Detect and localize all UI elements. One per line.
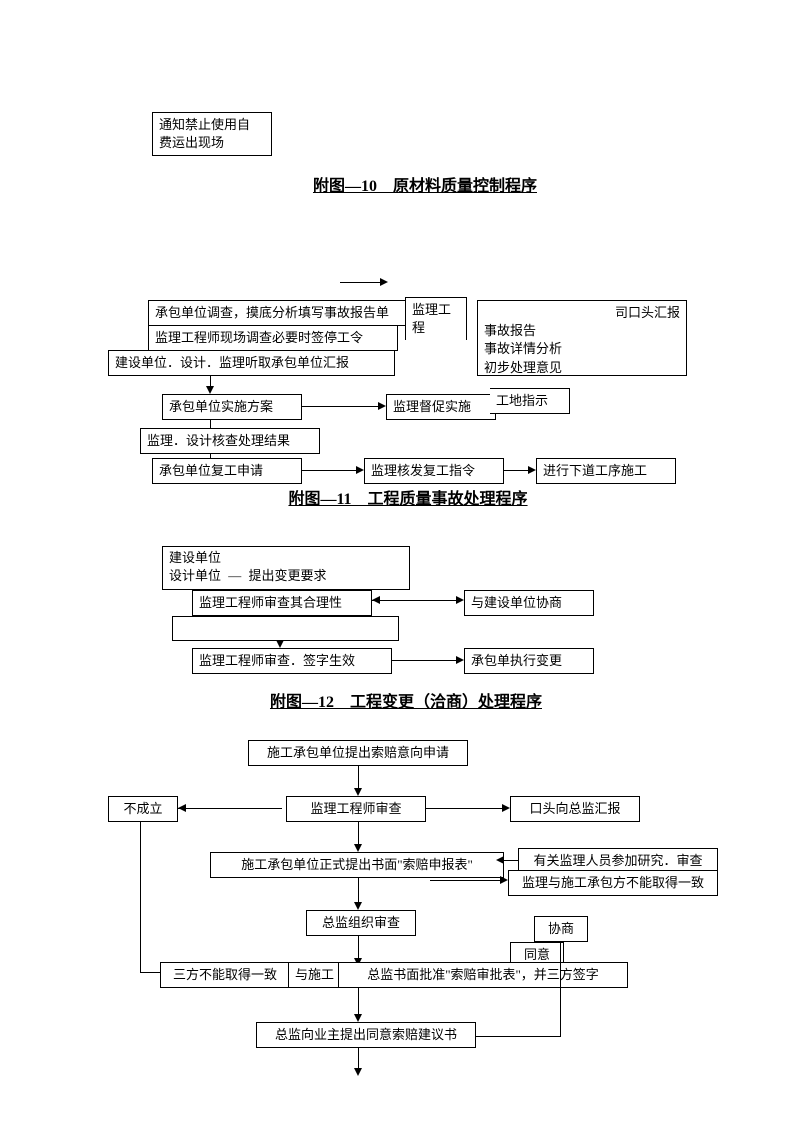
arrow: [502, 804, 510, 812]
line: [560, 942, 561, 1036]
arrow: [380, 278, 388, 286]
arrow: [354, 844, 362, 852]
line: [398, 616, 399, 640]
s12-top2: 设计单位: [169, 568, 221, 583]
s13-b2: 不成立: [108, 796, 178, 822]
line: [140, 972, 160, 973]
s13-b8: 总监组织审查: [306, 910, 416, 936]
s11-b5b: 工地指示: [490, 388, 570, 414]
s12-b1: 监理工程师审查其合理性: [192, 590, 372, 616]
s13-b5: 施工承包单位正式提出书面"索赔申报表": [210, 852, 504, 878]
title-10: 附图—10 原材料质量控制程序: [250, 172, 600, 196]
arrow: [356, 466, 364, 474]
line: [358, 766, 359, 790]
arrow: [456, 596, 464, 604]
s11-right2b: 事故详情分析: [484, 340, 680, 358]
s11-b1b: 监理工程: [405, 297, 467, 340]
line: [372, 600, 458, 601]
arrow: [528, 466, 536, 474]
line: [302, 470, 358, 471]
s12-b3: 监理工程师审查．签字生效: [192, 648, 392, 674]
s13-b14: 总监向业主提出同意索赔建议书: [256, 1022, 476, 1048]
s11-right2a: 事故报告: [484, 322, 680, 340]
s11-b7: 承包单位复工申请: [152, 458, 302, 484]
line: [430, 880, 502, 881]
line: [358, 822, 359, 846]
arrow: [354, 902, 362, 910]
s13-b4: 口头向总监汇报: [510, 796, 640, 822]
line: [358, 1048, 359, 1070]
s11-b3: 建设单位．设计．监理听取承包单位汇报: [108, 350, 395, 376]
line: [504, 470, 530, 471]
arrow: [354, 1014, 362, 1022]
arrow: [354, 1068, 362, 1076]
line: [178, 808, 282, 809]
line: [358, 988, 359, 1016]
title-11: 附图—11 工程质量事故处理程序: [228, 485, 588, 509]
title-12: 附图—12 工程变更（洽商）处理程序: [216, 688, 596, 712]
s13-b13: 总监书面批准"索赔审批表"，并三方签字: [338, 962, 628, 988]
line: [504, 860, 518, 861]
s12-top3: 提出变更要求: [249, 568, 327, 583]
line: [172, 640, 399, 641]
s13-b1: 施工承包单位提出索赔意向申请: [248, 740, 468, 766]
s11-right-box: 司口头汇报 事故报告 事故详情分析 初步处理意见: [477, 300, 687, 376]
s13-b9: 协商: [534, 916, 588, 942]
line: [476, 1036, 561, 1037]
s12-top-row: 设计单位 — 提出变更要求: [169, 567, 403, 585]
arrow: [378, 402, 386, 410]
arrow: [354, 788, 362, 796]
line: [340, 282, 380, 283]
s13-b12: 与施工: [288, 962, 340, 988]
arrow: [178, 804, 186, 812]
s11-right1: 司口头汇报: [615, 304, 680, 322]
arrow: [276, 640, 284, 648]
s11-b9: 进行下道工序施工: [536, 458, 676, 484]
top-notice-line2: 费运出现场: [159, 134, 265, 152]
s11-b1: 承包单位调查，摸底分析填写事故报告单: [148, 300, 418, 326]
line: [358, 878, 359, 904]
arrow: [496, 856, 504, 864]
line: [210, 420, 211, 428]
s11-b5: 监理督促实施: [386, 394, 496, 420]
line: [392, 660, 458, 661]
arrow: [372, 596, 380, 604]
top-notice-box: 通知禁止使用自 费运出现场: [152, 112, 272, 156]
s11-b6: 监理．设计核查处理结果: [140, 428, 320, 454]
line: [172, 616, 399, 617]
s11-b4: 承包单位实施方案: [162, 394, 302, 420]
s12-top-container: 建设单位 设计单位 — 提出变更要求: [162, 546, 410, 590]
s13-b7: 监理与施工承包方不能取得一致: [508, 870, 718, 896]
s13-b3: 监理工程师审查: [286, 796, 426, 822]
s11-b8: 监理核发复工指令: [364, 458, 504, 484]
arrow: [206, 386, 214, 394]
line: [302, 406, 380, 407]
s11-right2c: 初步处理意见: [484, 359, 680, 377]
s12-b2: 与建设单位协商: [464, 590, 594, 616]
s11-b2: 监理工程师现场调查必要时签停工令: [148, 325, 398, 351]
s12-b4: 承包单执行变更: [464, 648, 594, 674]
line: [172, 616, 173, 640]
s13-b11: 三方不能取得一致: [160, 962, 290, 988]
arrow: [456, 656, 464, 664]
line: [140, 822, 141, 972]
arrow: [500, 876, 508, 884]
s12-top1: 建设单位: [169, 549, 403, 567]
line: [426, 808, 504, 809]
line: [358, 936, 359, 960]
top-notice-line1: 通知禁止使用自: [159, 116, 265, 134]
